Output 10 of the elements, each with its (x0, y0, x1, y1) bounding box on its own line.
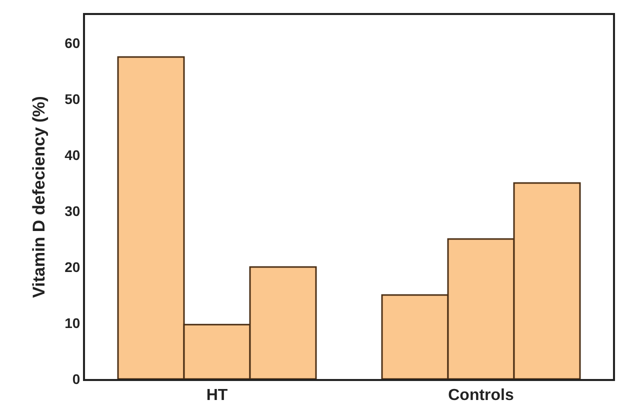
y-axis-title: Vitamin D defeciency (%) (30, 96, 49, 298)
y-tick-label: 60 (64, 34, 80, 51)
y-tick-label: 40 (64, 146, 80, 163)
y-tick-label: 30 (64, 202, 80, 219)
y-tick-label: 50 (64, 90, 80, 107)
y-tick-label: 0 (72, 370, 80, 387)
y-tick-label: 20 (64, 258, 80, 275)
x-tick-label: Controls (448, 387, 514, 404)
x-tick-label: HT (206, 387, 228, 404)
y-tick-label: 10 (64, 314, 80, 331)
